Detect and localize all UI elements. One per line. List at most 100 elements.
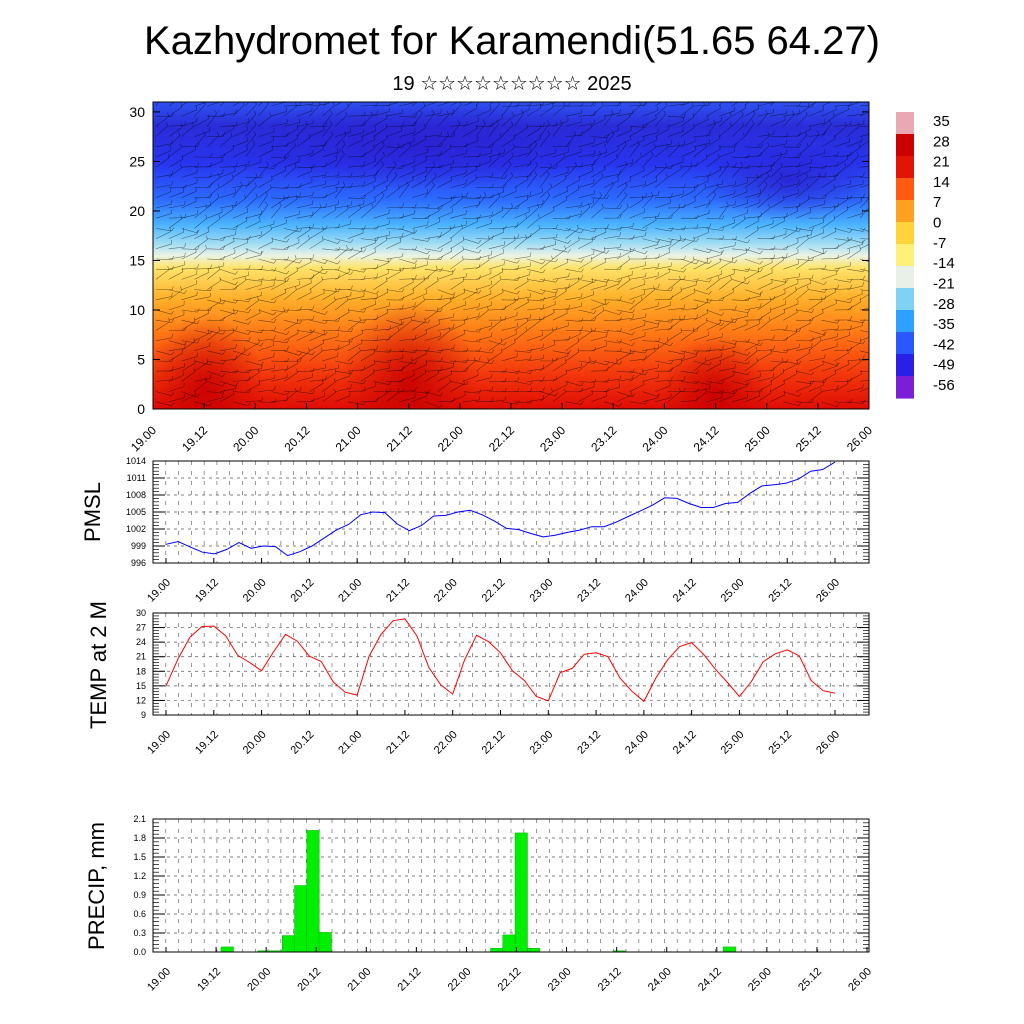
wind-barb [424, 320, 440, 331]
wind-barb [667, 268, 687, 273]
wind-barb [296, 305, 315, 311]
wind-barb [706, 191, 717, 209]
wind-barb [744, 225, 759, 239]
wind-barb [501, 236, 516, 250]
wind-barb [527, 289, 546, 295]
wind-barb [642, 106, 658, 117]
wind-barb [616, 391, 632, 403]
wind-barb [591, 228, 607, 239]
wind-barb [181, 264, 199, 270]
wind-barb [475, 106, 492, 117]
wind-barb [219, 344, 237, 352]
wind-barb [335, 328, 354, 333]
x-tick-label: 22.12 [480, 729, 508, 757]
wind-barb [744, 212, 762, 219]
wind-barb [296, 106, 313, 117]
wind-barb [424, 255, 443, 260]
wind-barb [731, 199, 748, 209]
wind-barb [219, 230, 237, 239]
wind-barb [347, 246, 363, 260]
wind-barb [475, 290, 492, 301]
wind-barb [757, 379, 772, 392]
wind-barb [770, 278, 789, 283]
wind-barb [437, 397, 456, 403]
wind-barb [821, 270, 838, 280]
wind-barb [501, 322, 519, 331]
wind-barb [552, 321, 569, 331]
wind-barb [642, 391, 661, 397]
wind-barb [450, 300, 467, 311]
wind-barb [603, 109, 614, 127]
wind-barb [475, 120, 486, 137]
wind-barb [245, 231, 263, 239]
wind-barb [859, 268, 869, 272]
wind-barb [296, 350, 315, 356]
wind-barb [322, 180, 340, 188]
wind-barb [155, 366, 174, 372]
wind-barb [757, 161, 775, 168]
wind-barb [539, 258, 559, 263]
wind-barb [155, 350, 175, 356]
wind-barb [219, 201, 237, 209]
y-tick-label: 1011 [127, 473, 146, 483]
x-tick-label: 19.00 [145, 966, 173, 994]
wind-barb [526, 171, 538, 188]
wind-barb [450, 358, 469, 363]
wind-barb [744, 347, 758, 362]
wind-barb [642, 240, 659, 250]
wind-barb [155, 227, 171, 239]
wind-barb [424, 357, 443, 362]
wind-barb [450, 121, 468, 127]
wind-barb [207, 169, 224, 178]
wind-barb [386, 214, 405, 219]
wind-barb [411, 237, 431, 242]
wind-barb [667, 316, 681, 331]
y-tick-label: 1.8 [133, 833, 146, 843]
wind-barb [565, 228, 584, 234]
wind-barb [386, 326, 400, 341]
wind-barb [232, 347, 246, 362]
wind-barb [783, 153, 802, 158]
wind-barb [501, 134, 516, 148]
wind-barb [335, 238, 354, 243]
wind-barb [155, 317, 170, 331]
wind-barb [795, 142, 809, 158]
wind-barb [386, 252, 404, 260]
wind-barb [719, 391, 735, 403]
wind-barb [232, 330, 251, 335]
wind-barb [629, 195, 644, 209]
wind-barb [629, 166, 645, 178]
wind-barb [578, 123, 592, 137]
wind-barb [847, 180, 864, 188]
wind-barb [373, 335, 391, 341]
wind-barb [309, 122, 328, 127]
wind-barb [706, 297, 725, 302]
wind-barb [501, 400, 520, 405]
wind-barb [335, 127, 352, 137]
wind-barb [360, 177, 376, 188]
wind-barb [475, 143, 494, 148]
wind-barb [719, 258, 738, 264]
wind-barb [603, 130, 615, 147]
wind-barb [258, 102, 269, 117]
wind-barb [296, 200, 314, 209]
wind-barb [219, 328, 234, 341]
wind-barb [821, 105, 837, 117]
wind-barb [757, 181, 768, 198]
wind-barb [194, 306, 213, 311]
wind-barb [783, 401, 802, 406]
wind-barb [680, 102, 694, 117]
wind-barb [693, 143, 707, 158]
wind-barb [245, 281, 262, 290]
wind-barb [463, 371, 479, 382]
wind-barb [309, 125, 325, 137]
wind-barb [834, 236, 849, 250]
wind-barb [821, 254, 840, 260]
wind-barb [565, 302, 583, 311]
wind-barb [552, 272, 570, 280]
wind-barb [629, 231, 647, 239]
wind-barb [476, 193, 494, 199]
wind-barb [245, 364, 263, 372]
wind-barb [821, 215, 836, 229]
